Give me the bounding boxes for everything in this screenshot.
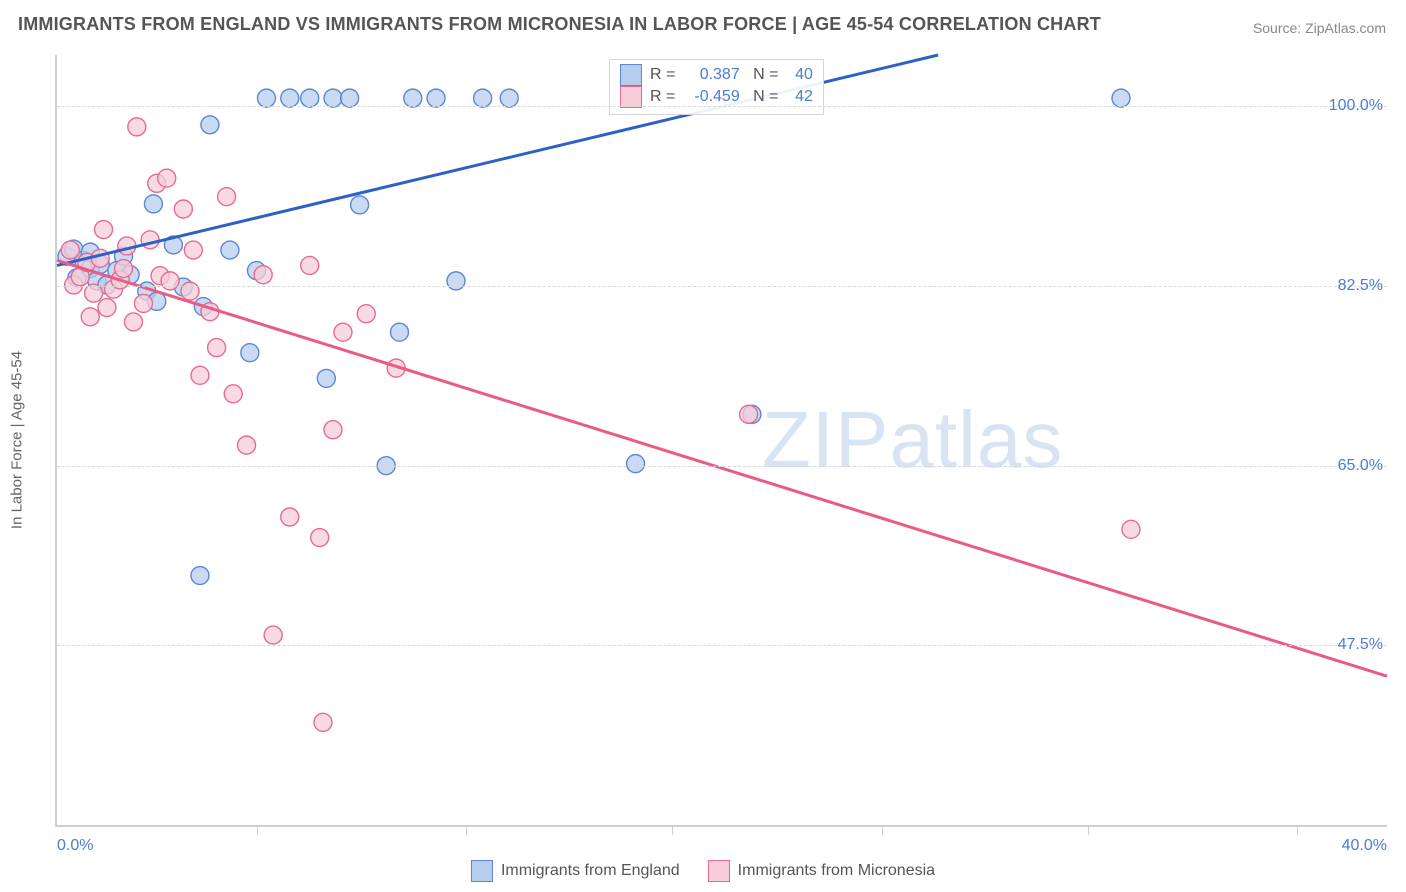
scatter-point <box>324 89 342 107</box>
scatter-point <box>627 455 645 473</box>
legend-swatch <box>471 860 493 882</box>
x-tick-label: 40.0% <box>1342 837 1387 855</box>
x-tick <box>466 825 467 835</box>
y-axis-title: In Labor Force | Age 45-54 <box>9 351 26 529</box>
scatter-point <box>257 89 275 107</box>
scatter-point <box>474 89 492 107</box>
r-value: -0.459 <box>680 88 740 106</box>
scatter-point <box>427 89 445 107</box>
scatter-point <box>351 196 369 214</box>
scatter-point <box>144 195 162 213</box>
scatter-point <box>181 282 199 300</box>
scatter-point <box>61 241 79 259</box>
x-tick-label: 0.0% <box>57 837 93 855</box>
legend-item: Immigrants from Micronesia <box>708 860 935 882</box>
n-value: 42 <box>783 88 813 106</box>
scatter-point <box>404 89 422 107</box>
scatter-point <box>314 713 332 731</box>
gridline-h <box>57 466 1387 467</box>
n-label: N = <box>753 66 783 83</box>
scatter-point <box>740 405 758 423</box>
r-value: 0.387 <box>680 66 740 84</box>
legend-swatch <box>620 86 642 108</box>
chart-svg <box>57 55 1387 825</box>
scatter-point <box>201 116 219 134</box>
scatter-point <box>447 272 465 290</box>
stats-legend-row: R = -0.459 N = 42 <box>620 86 813 108</box>
stats-legend-row: R = 0.387 N = 40 <box>620 64 813 86</box>
scatter-point <box>500 89 518 107</box>
scatter-point <box>390 323 408 341</box>
gridline-h <box>57 106 1387 107</box>
scatter-point <box>264 626 282 644</box>
x-tick <box>882 825 883 835</box>
scatter-point <box>91 249 109 267</box>
x-tick <box>257 825 258 835</box>
scatter-point <box>334 323 352 341</box>
y-tick-label: 82.5% <box>1338 277 1389 295</box>
scatter-point <box>1112 89 1130 107</box>
series-legend: Immigrants from England Immigrants from M… <box>457 860 949 882</box>
x-tick <box>672 825 673 835</box>
scatter-point <box>324 421 342 439</box>
scatter-point <box>254 266 272 284</box>
x-tick <box>1088 825 1089 835</box>
y-tick-label: 65.0% <box>1338 457 1389 475</box>
scatter-point <box>224 385 242 403</box>
n-label: N = <box>753 88 783 105</box>
legend-label: Immigrants from Micronesia <box>738 862 935 879</box>
scatter-point <box>115 260 133 278</box>
source-prefix: Source: <box>1253 20 1305 36</box>
scatter-point <box>81 308 99 326</box>
scatter-point <box>301 256 319 274</box>
scatter-point <box>98 299 116 317</box>
gridline-h <box>57 645 1387 646</box>
scatter-point <box>281 89 299 107</box>
scatter-point <box>191 366 209 384</box>
chart-plot-area: In Labor Force | Age 45-54 ZIPatlas R = … <box>55 55 1387 827</box>
source-attribution: Source: ZipAtlas.com <box>1253 20 1386 36</box>
scatter-point <box>174 200 192 218</box>
scatter-point <box>208 339 226 357</box>
legend-label: Immigrants from England <box>501 862 680 879</box>
scatter-point <box>1122 520 1140 538</box>
scatter-point <box>124 313 142 331</box>
scatter-point <box>128 118 146 136</box>
source-link[interactable]: ZipAtlas.com <box>1305 20 1386 36</box>
legend-item: Immigrants from England <box>471 860 680 882</box>
scatter-point <box>241 344 259 362</box>
scatter-point <box>281 508 299 526</box>
scatter-point <box>301 89 319 107</box>
scatter-point <box>218 188 236 206</box>
scatter-point <box>191 567 209 585</box>
r-label: R = <box>650 66 680 83</box>
scatter-point <box>134 294 152 312</box>
scatter-point <box>95 221 113 239</box>
y-tick-label: 47.5% <box>1338 636 1389 654</box>
gridline-h <box>57 286 1387 287</box>
n-value: 40 <box>783 66 813 84</box>
scatter-point <box>341 89 359 107</box>
r-label: R = <box>650 88 680 105</box>
scatter-point <box>221 241 239 259</box>
regression-line <box>57 260 1387 676</box>
legend-swatch <box>620 64 642 86</box>
x-tick <box>1297 825 1298 835</box>
scatter-point <box>158 169 176 187</box>
scatter-point <box>184 241 202 259</box>
y-tick-label: 100.0% <box>1329 97 1389 115</box>
scatter-point <box>161 272 179 290</box>
scatter-point <box>238 436 256 454</box>
scatter-point <box>311 529 329 547</box>
scatter-point <box>317 369 335 387</box>
chart-title: IMMIGRANTS FROM ENGLAND VS IMMIGRANTS FR… <box>18 14 1101 35</box>
scatter-point <box>357 305 375 323</box>
legend-swatch <box>708 860 730 882</box>
